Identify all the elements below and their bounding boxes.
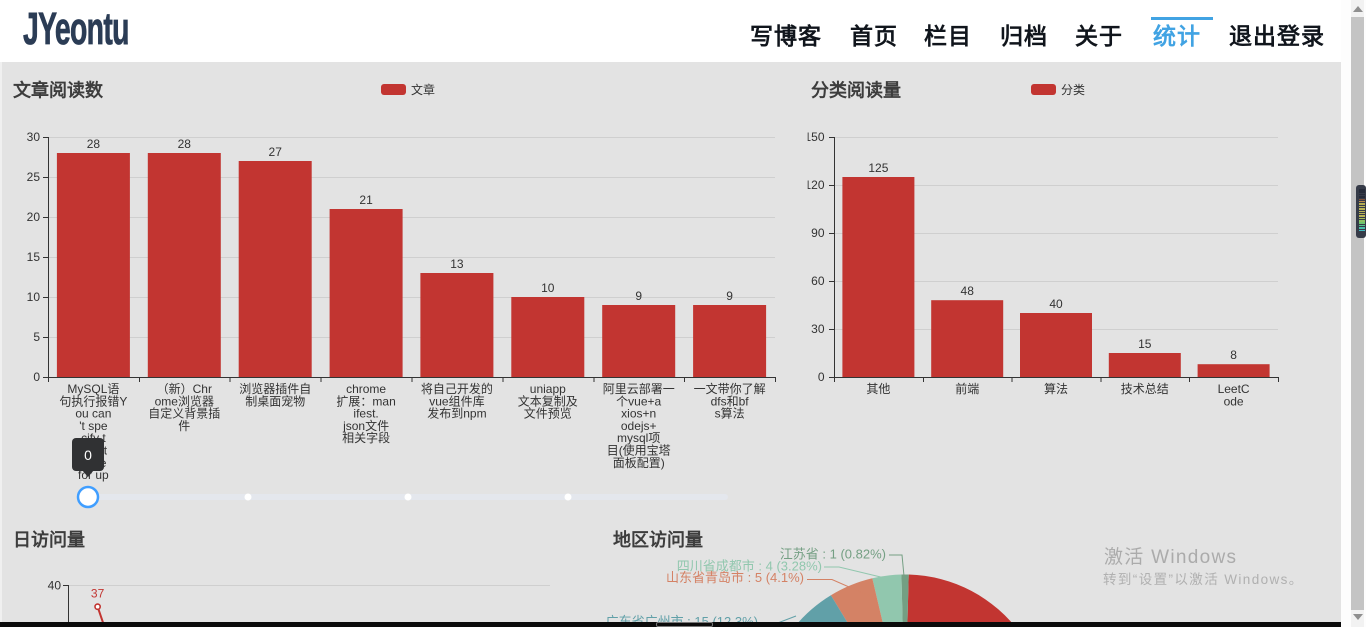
svg-text:27: 27 — [269, 145, 283, 159]
svg-text:转到“设置”以激活 Windows。: 转到“设置”以激活 Windows。 — [1103, 572, 1304, 587]
svg-text:山东省青岛市 : 5 (4.1%): 山东省青岛市 : 5 (4.1%) — [666, 570, 804, 585]
svg-text:自定义背景插: 自定义背景插 — [148, 406, 220, 421]
svg-text:面板配置): 面板配置) — [613, 456, 665, 470]
svg-text:句执行报错Y: 句执行报错Y — [59, 393, 127, 408]
svg-text:激活 Windows: 激活 Windows — [1104, 546, 1237, 568]
svg-text:60: 60 — [811, 274, 825, 288]
svg-text:MySQL语: MySQL语 — [67, 382, 119, 396]
svg-text:四川省成都市 : 4 (3.28%): 四川省成都市 : 4 (3.28%) — [677, 559, 822, 574]
svg-text:一文带你了解: 一文带你了解 — [694, 381, 766, 396]
svg-text:120: 120 — [804, 178, 824, 192]
svg-text:文章阅读数: 文章阅读数 — [13, 80, 104, 101]
svg-text:将自己开发的: 将自己开发的 — [421, 381, 493, 396]
svg-text:vue组件库: vue组件库 — [429, 393, 484, 408]
svg-text:json文件: json文件 — [342, 418, 389, 433]
svg-text:（新）Chr: （新）Chr — [157, 381, 212, 396]
svg-text:21: 21 — [359, 193, 373, 207]
svg-text:文件预览: 文件预览 — [524, 406, 572, 421]
svg-text:发布到npm: 发布到npm — [427, 406, 486, 421]
svg-text:s算法: s算法 — [715, 406, 745, 421]
svg-text:48: 48 — [961, 284, 975, 298]
svg-text:目(使用宝塔: 目(使用宝塔 — [607, 443, 671, 458]
svg-text:文本复制及: 文本复制及 — [518, 393, 578, 408]
svg-text:其他: 其他 — [866, 382, 890, 396]
svg-text:150: 150 — [804, 130, 824, 144]
svg-text:'t spe: 't spe — [79, 419, 108, 433]
svg-text:40: 40 — [1049, 297, 1063, 311]
svg-text:ifest.: ifest. — [353, 407, 378, 421]
svg-text:10: 10 — [541, 281, 555, 295]
svg-text:15: 15 — [27, 250, 41, 264]
svg-text:分类阅读量: 分类阅读量 — [811, 80, 901, 101]
svg-text:odejs+: odejs+ — [621, 419, 657, 433]
svg-text:40: 40 — [48, 579, 62, 593]
svg-text:5: 5 — [33, 330, 40, 344]
svg-text:0: 0 — [818, 370, 825, 384]
svg-text:阿里云部署一: 阿里云部署一 — [603, 381, 675, 396]
svg-text:9: 9 — [635, 289, 642, 303]
svg-text:15: 15 — [1138, 337, 1152, 351]
svg-text:uniapp: uniapp — [530, 382, 566, 396]
svg-text:90: 90 — [811, 226, 825, 240]
svg-text:13: 13 — [450, 257, 464, 271]
svg-text:10: 10 — [27, 290, 41, 304]
svg-text:制桌面宠物: 制桌面宠物 — [245, 393, 305, 408]
svg-text:30: 30 — [27, 130, 41, 144]
svg-text:ome浏览器: ome浏览器 — [155, 393, 214, 408]
svg-text:28: 28 — [178, 137, 192, 151]
svg-text:日访问量: 日访问量 — [13, 529, 85, 550]
svg-text:0: 0 — [33, 370, 40, 384]
svg-text:算法: 算法 — [1044, 381, 1068, 396]
svg-text:9: 9 — [726, 289, 733, 303]
svg-text:25: 25 — [27, 170, 41, 184]
svg-text:28: 28 — [87, 137, 101, 151]
svg-text:xios+n: xios+n — [621, 407, 656, 421]
svg-text:mysql项: mysql项 — [617, 431, 660, 445]
svg-text:chrome: chrome — [346, 382, 386, 396]
svg-text:LeetC: LeetC — [1218, 382, 1250, 396]
svg-text:125: 125 — [868, 161, 888, 175]
svg-text:20: 20 — [27, 210, 41, 224]
svg-text:dfs和bf: dfs和bf — [711, 394, 750, 408]
svg-text:江苏省 : 1 (0.82%): 江苏省 : 1 (0.82%) — [780, 547, 886, 562]
svg-text:37: 37 — [91, 587, 105, 601]
svg-text:技术总结: 技术总结 — [1121, 382, 1169, 396]
svg-text:0: 0 — [84, 447, 92, 463]
svg-text:浏览器插件自: 浏览器插件自 — [239, 381, 311, 396]
svg-text:文章: 文章 — [411, 82, 435, 97]
svg-text:8: 8 — [1230, 348, 1237, 362]
svg-text:扩展：man: 扩展：man — [336, 394, 395, 408]
svg-text:相关字段: 相关字段 — [342, 430, 390, 445]
svg-text:30: 30 — [811, 322, 825, 336]
svg-text:件: 件 — [178, 419, 190, 433]
svg-text:个vue+a: 个vue+a — [616, 394, 661, 408]
svg-text:ou can: ou can — [75, 407, 111, 421]
svg-text:分类: 分类 — [1061, 83, 1085, 97]
svg-text:前端: 前端 — [955, 381, 979, 396]
svg-text:ode: ode — [1224, 394, 1244, 408]
svg-text:地区访问量: 地区访问量 — [613, 529, 703, 550]
